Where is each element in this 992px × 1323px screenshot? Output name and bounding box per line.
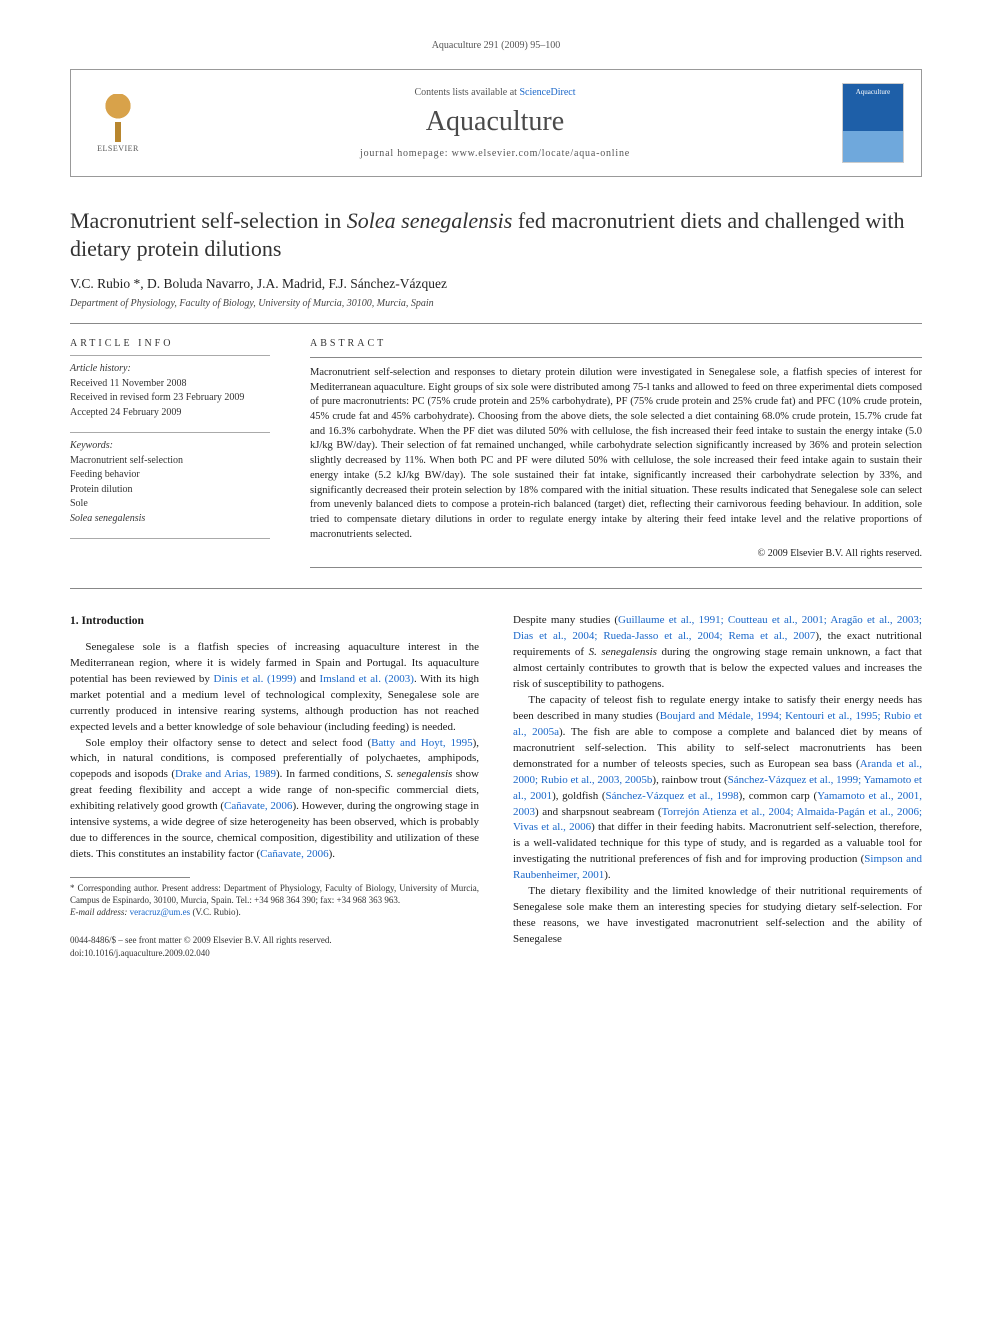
journal-name: Aquaculture <box>165 106 825 138</box>
ref-link[interactable]: Drake and Arias, 1989 <box>175 768 276 780</box>
rule-top <box>70 323 922 324</box>
intro-p1: Senegalese sole is a flatfish species of… <box>70 640 479 736</box>
email-link[interactable]: veracruz@um.es <box>130 907 191 917</box>
homepage-url: www.elsevier.com/locate/aqua-online <box>452 148 630 159</box>
footnote-rule <box>70 877 190 878</box>
homepage-prefix: journal homepage: <box>360 148 452 159</box>
abstract-head: ABSTRACT <box>310 338 922 349</box>
contents-prefix: Contents lists available at <box>414 87 519 98</box>
affiliation: Department of Physiology, Faculty of Bio… <box>70 298 922 309</box>
abstract-copyright: © 2009 Elsevier B.V. All rights reserved… <box>310 548 922 559</box>
doi: doi:10.1016/j.aquaculture.2009.02.040 <box>70 947 479 959</box>
corr-text: * Corresponding author. Present address:… <box>70 882 479 906</box>
article-info-head: ARTICLE INFO <box>70 338 270 349</box>
email-who: (V.C. Rubio). <box>190 907 241 917</box>
article-info: ARTICLE INFO Article history: Received 1… <box>70 338 270 568</box>
ref-link[interactable]: Dinis et al. (1999) <box>214 673 297 685</box>
ref-link[interactable]: Cañavate, 2006 <box>260 848 328 860</box>
keyword: Feeding behavior <box>70 468 270 483</box>
journal-cover-thumbnail: Aquaculture <box>843 84 903 162</box>
journal-header: ELSEVIER Contents lists available at Sci… <box>70 69 922 177</box>
journal-homepage: journal homepage: www.elsevier.com/locat… <box>165 148 825 159</box>
cover-text: Aquaculture <box>843 88 903 96</box>
front-matter: 0044-8486/$ – see front matter © 2009 El… <box>70 934 479 946</box>
ref-link[interactable]: Sánchez-Vázquez et al., 1998 <box>606 790 739 802</box>
article-history: Article history: Received 11 November 20… <box>70 362 270 420</box>
sciencedirect-link[interactable]: ScienceDirect <box>519 87 575 98</box>
abstract-text: Macronutrient self-selection and respons… <box>310 366 922 542</box>
intro-p2: Sole employ their olfactory sense to det… <box>70 736 479 864</box>
history-received: Received 11 November 2008 <box>70 377 270 392</box>
body-columns: 1. Introduction Senegalese sole is a fla… <box>70 613 922 959</box>
abstract: ABSTRACT Macronutrient self-selection an… <box>310 338 922 568</box>
elsevier-label: ELSEVIER <box>97 144 139 153</box>
authors: V.C. Rubio *, D. Boluda Navarro, J.A. Ma… <box>70 276 922 292</box>
title-pre: Macronutrient self-selection in <box>70 208 347 233</box>
email-label: E-mail address: <box>70 907 130 917</box>
ref-link[interactable]: Cañavate, 2006 <box>224 800 292 812</box>
elsevier-tree-icon <box>96 94 140 142</box>
rule-mid <box>70 588 922 589</box>
history-accepted: Accepted 24 February 2009 <box>70 406 270 421</box>
contents-line: Contents lists available at ScienceDirec… <box>165 87 825 98</box>
header-center: Contents lists available at ScienceDirec… <box>165 87 825 159</box>
species-name: S. senegalensis <box>385 768 452 780</box>
title-species: Solea senegalensis <box>347 208 513 233</box>
body-col-left: 1. Introduction Senegalese sole is a fla… <box>70 613 479 959</box>
keyword: Protein dilution <box>70 483 270 498</box>
ref-link[interactable]: Imsland et al. (2003) <box>320 673 414 685</box>
intro-p3: Despite many studies (Guillaume et al., … <box>513 613 922 693</box>
body-col-right: Despite many studies (Guillaume et al., … <box>513 613 922 959</box>
ref-link[interactable]: Batty and Hoyt, 1995 <box>371 737 472 749</box>
bottom-meta: 0044-8486/$ – see front matter © 2009 El… <box>70 934 479 958</box>
keyword: Sole <box>70 497 270 512</box>
article-title: Macronutrient self-selection in Solea se… <box>70 207 922 262</box>
keywords-label: Keywords: <box>70 439 270 454</box>
corresponding-footnote: * Corresponding author. Present address:… <box>70 882 479 918</box>
keyword: Solea senegalensis <box>70 512 270 527</box>
history-label: Article history: <box>70 362 270 377</box>
species-name: S. senegalensis <box>589 646 657 658</box>
intro-p4: The capacity of teleost fish to regulate… <box>513 693 922 884</box>
info-abstract-row: ARTICLE INFO Article history: Received 1… <box>70 338 922 568</box>
history-revised: Received in revised form 23 February 200… <box>70 391 270 406</box>
article-title-block: Macronutrient self-selection in Solea se… <box>70 207 922 309</box>
section-head-intro: 1. Introduction <box>70 613 479 630</box>
keyword: Macronutrient self-selection <box>70 454 270 469</box>
keywords-block: Keywords: Macronutrient self-selection F… <box>70 439 270 526</box>
intro-p5: The dietary flexibility and the limited … <box>513 884 922 948</box>
elsevier-logo: ELSEVIER <box>89 89 147 157</box>
running-head: Aquaculture 291 (2009) 95–100 <box>70 40 922 51</box>
